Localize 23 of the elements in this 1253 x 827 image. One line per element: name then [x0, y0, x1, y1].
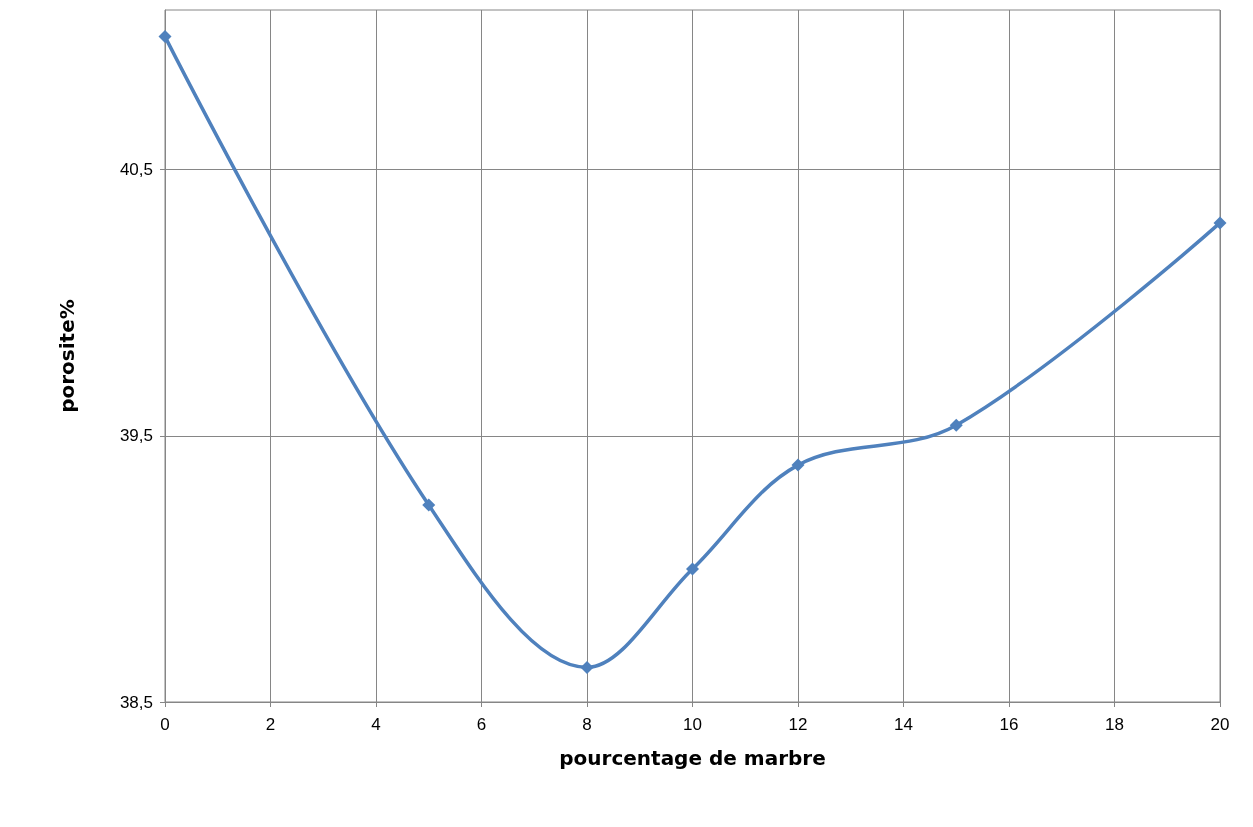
y-tick-label: 40,5 [119, 160, 153, 180]
x-tick-label: 10 [683, 715, 702, 734]
x-tick-label: 20 [1210, 715, 1230, 734]
x-tick-label: 12 [788, 715, 808, 734]
point [580, 660, 594, 674]
x-tick-label: 0 [160, 715, 170, 734]
point [1213, 216, 1227, 230]
x-tick-label: 6 [476, 715, 487, 734]
y-tick-label: 38,5 [119, 692, 153, 712]
point [791, 458, 805, 472]
point [422, 498, 436, 512]
x-tick-label: 16 [999, 715, 1019, 734]
point [686, 562, 699, 576]
x-tick-label: 14 [894, 715, 913, 734]
y-tick-label: 39,5 [119, 426, 153, 446]
x-tick-label: 8 [582, 715, 592, 734]
x-axis-title: pourcentage de marbre [559, 746, 826, 770]
y-axis-title: porosite% [55, 299, 79, 413]
x-tick-label: 2 [265, 715, 276, 734]
point [158, 30, 172, 44]
x-tick-label: 4 [371, 715, 381, 734]
x-tick-label: 18 [1105, 715, 1124, 734]
point [949, 418, 963, 432]
